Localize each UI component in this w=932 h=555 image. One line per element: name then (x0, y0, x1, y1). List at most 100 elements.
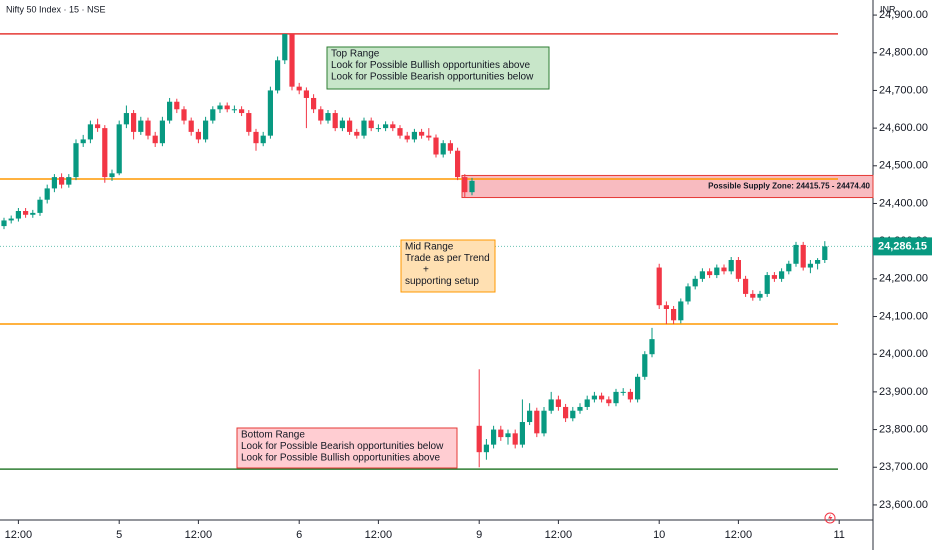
candle-body (116, 124, 122, 174)
candle-body (426, 135, 432, 138)
candle-body (584, 399, 590, 407)
candle-body (152, 135, 158, 144)
candle-body (462, 177, 468, 193)
candle-body (66, 177, 72, 185)
candle-body (721, 267, 727, 272)
candle-body (735, 260, 741, 279)
x-tick-label: 12:00 (365, 529, 393, 541)
candle-body (51, 177, 57, 189)
y-tick-label: 23,700.00 (879, 461, 928, 473)
candle-body (519, 422, 525, 445)
candle-body (743, 278, 749, 294)
y-tick-label: 24,500.00 (879, 160, 928, 172)
candle-body (577, 406, 583, 411)
candle-body (109, 173, 115, 178)
candle-body (303, 90, 309, 98)
candle-body (692, 278, 698, 287)
supply-zone-label: Possible Supply Zone: 24415.75 - 24474.4… (708, 182, 870, 191)
candle-body (195, 131, 201, 140)
candle-body (23, 211, 29, 215)
candle-body (282, 33, 288, 61)
candle-body (311, 97, 317, 110)
candle-body (203, 120, 209, 140)
candle-body (159, 120, 165, 144)
supply-zone (461, 174, 874, 199)
candle-body (275, 60, 281, 91)
y-tick-label: 23,600.00 (879, 499, 928, 511)
candle-body (95, 124, 101, 129)
candle-body (73, 143, 79, 178)
candle-body (15, 211, 21, 219)
candle-body (1, 220, 7, 227)
candle-body (512, 433, 518, 445)
last-price-label: 24,286.15 (878, 240, 927, 252)
candle-body (404, 135, 410, 140)
annotation-box (326, 46, 550, 90)
candle-body (534, 410, 540, 434)
y-tick-label: 24,800.00 (879, 47, 928, 59)
y-tick-label: 24,100.00 (879, 310, 928, 322)
candle-body (368, 120, 374, 129)
candle-body (671, 308, 677, 321)
candle-body (102, 128, 108, 178)
candle-body (296, 86, 302, 91)
y-tick-label: 24,700.00 (879, 84, 928, 96)
candle-body (239, 109, 245, 114)
candle-body (620, 391, 626, 393)
candle-body (138, 120, 144, 132)
candle-body (491, 429, 497, 445)
candle-body (87, 124, 93, 140)
candle-body (483, 444, 489, 453)
x-tick-label: 12:00 (185, 529, 213, 541)
candle-body (188, 120, 194, 132)
annotation-text: Mid Range (405, 242, 454, 253)
candle-body (714, 267, 720, 276)
candle-body (59, 177, 65, 185)
candle-body (145, 120, 151, 136)
x-tick-label: 12:00 (5, 529, 33, 541)
candle-body (699, 271, 705, 279)
candle-body (541, 410, 547, 434)
last-price-tag (873, 237, 932, 256)
annotation-box (236, 427, 458, 469)
annotation-text: supporting setup (405, 276, 479, 287)
candle-body (786, 263, 792, 272)
candle-body (419, 131, 425, 136)
candle-body (440, 143, 446, 155)
candle-body (375, 128, 381, 130)
candle-body (131, 113, 137, 132)
candle-body (390, 124, 396, 129)
annotation-text: + (423, 265, 429, 276)
x-tick-label: 12:00 (725, 529, 753, 541)
candle-body (728, 260, 734, 272)
candle-body (231, 109, 237, 111)
candle-body (267, 90, 273, 136)
candle-body (224, 105, 230, 110)
annotation-text: Look for Possible Bearish opportunities … (241, 441, 444, 452)
annotation-text: Look for Possible Bullish opportunities … (331, 60, 530, 71)
candle-body (642, 354, 648, 377)
y-tick-label: 24,400.00 (879, 197, 928, 209)
y-tick-label: 24,000.00 (879, 348, 928, 360)
candle-body (750, 293, 756, 298)
annotation-text: Look for Possible Bullish opportunities … (241, 453, 440, 464)
candle-body (498, 429, 504, 438)
candle-body (123, 113, 129, 125)
y-tick-label: 24,200.00 (879, 273, 928, 285)
candle-body (260, 135, 266, 144)
candle-body (656, 267, 662, 306)
candle-body (30, 212, 36, 215)
candle-body (397, 128, 403, 136)
y-tick-label: 23,800.00 (879, 423, 928, 435)
candle-body (822, 246, 828, 260)
x-tick-label: 9 (476, 529, 482, 541)
y-tick-label: 23,900.00 (879, 386, 928, 398)
x-tick-label: 11 (833, 529, 844, 541)
annotation-text: Top Range (331, 49, 380, 60)
candle-body (570, 410, 576, 419)
x-tick-label: 12:00 (545, 529, 573, 541)
candle-body (793, 244, 799, 264)
candle-body (469, 180, 475, 193)
candle-body (563, 406, 569, 419)
